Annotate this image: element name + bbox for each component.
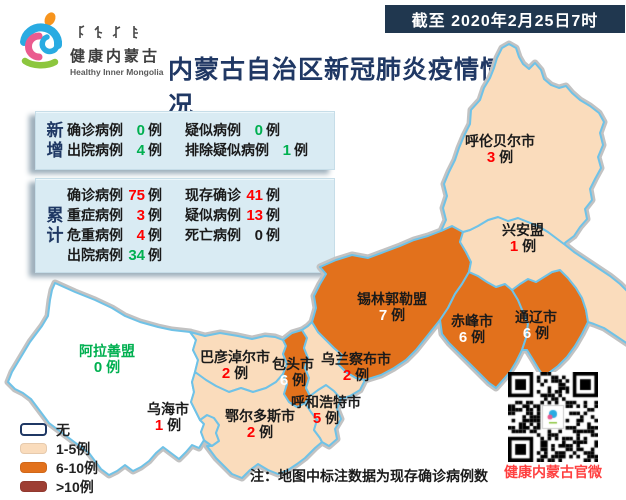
stat-label: 出院病例 xyxy=(67,142,123,158)
stat-label: 危重病例 xyxy=(67,227,123,243)
stat-unit: 例 xyxy=(266,207,280,223)
stat-unit: 例 xyxy=(148,122,162,138)
stat-row: 确诊病例 0 例 疑似病例 0 例 xyxy=(67,122,334,139)
region-label-xingan: 兴安盟 1 例 xyxy=(502,222,544,255)
logo-cn-text: 健康内蒙古 xyxy=(70,48,161,65)
qr-code xyxy=(508,372,598,462)
health-inner-mongolia-logo xyxy=(12,10,68,79)
stat-row: 确诊病例 75 例 现存确诊 41 例 xyxy=(67,187,334,204)
date-banner: 截至 2020年2月25日7时 xyxy=(385,5,625,33)
stat-label: 确诊病例 xyxy=(67,122,123,138)
cumulative-cases-panel: 累 计 确诊病例 75 例 现存确诊 41 例 重症病例 3 例 疑似病例 13 例 危重病例 4… xyxy=(35,178,335,273)
stat-label: 排除疑似病例 xyxy=(185,142,269,158)
logo-swirl-icon xyxy=(20,12,63,69)
region-label-ulanqab: 乌兰察布市 2 例 xyxy=(321,351,391,384)
stat-row: 危重病例 4 例 死亡病例 0 例 xyxy=(67,227,334,244)
stat-value: 13 xyxy=(246,207,263,224)
stat-label: 出院病例 xyxy=(67,247,123,263)
mongolian-script xyxy=(79,25,138,39)
stat-unit: 例 xyxy=(148,227,162,243)
stat-value: 4 xyxy=(136,142,145,159)
stat-label: 确诊病例 xyxy=(67,187,123,203)
stat-unit: 例 xyxy=(148,187,162,203)
stat-value: 3 xyxy=(136,207,145,224)
logo-en-text: Healthy Inner Mongolia xyxy=(70,67,164,77)
stat-value: 1 xyxy=(282,142,291,159)
stat-unit: 例 xyxy=(266,187,280,203)
legend-item-none: 无 xyxy=(20,420,98,439)
stat-unit: 例 xyxy=(294,142,308,158)
stat-value: 75 xyxy=(128,187,145,204)
stat-value: 0 xyxy=(136,122,145,139)
stat-value: 0 xyxy=(254,227,263,244)
qr-caption: 健康内蒙古官微 xyxy=(504,464,602,480)
region-label-alxa: 阿拉善盟 0 例 xyxy=(79,343,135,376)
map-region-ordos xyxy=(190,371,323,479)
region-label-chifeng: 赤峰市 6 例 xyxy=(451,313,493,346)
stat-value: 0 xyxy=(254,122,263,139)
stat-label: 疑似病例 xyxy=(185,122,241,138)
map-legend: 无 1-5例 6-10例 >10例 xyxy=(20,420,98,496)
stat-row: 出院病例 34 例 xyxy=(67,247,334,264)
stat-label: 现存确诊 xyxy=(185,187,241,203)
stat-label: 疑似病例 xyxy=(185,207,241,223)
stat-value: 4 xyxy=(136,227,145,244)
stat-unit: 例 xyxy=(266,122,280,138)
map-note: 注：地图中标注数据为现存确诊病例数 xyxy=(250,468,488,484)
logo-text-block: 健康内蒙古 Healthy Inner Mongolia xyxy=(70,25,164,77)
stat-unit: 例 xyxy=(148,207,162,223)
stat-value: 34 xyxy=(128,247,145,264)
legend-item-1-5: 1-5例 xyxy=(20,439,98,458)
region-label-hulunbuir: 呼伦贝尔市 3 例 xyxy=(465,133,535,166)
cumulative-cases-rows: 确诊病例 75 例 现存确诊 41 例 重症病例 3 例 疑似病例 13 例 危重病例 4 例 死亡… xyxy=(67,187,334,264)
region-label-wuhai: 乌海市 1 例 xyxy=(147,401,189,434)
map-region-hulunbuir xyxy=(440,43,605,245)
stat-unit: 例 xyxy=(266,227,280,243)
region-label-ordos: 鄂尔多斯市 2 例 xyxy=(225,408,295,441)
legend-item-6-10: 6-10例 xyxy=(20,458,98,477)
new-cases-label: 新 增 xyxy=(46,120,64,160)
stat-unit: 例 xyxy=(148,247,162,263)
region-label-xilingol: 锡林郭勒盟 7 例 xyxy=(357,291,427,324)
legend-item-over-10: >10例 xyxy=(20,477,98,496)
new-cases-rows: 确诊病例 0 例 疑似病例 0 例 出院病例 4 例 排除疑似病例 1 例 xyxy=(67,122,334,159)
region-label-baotou: 包头市 6 例 xyxy=(272,356,314,389)
region-label-hohhot: 呼和浩特市 5 例 xyxy=(291,394,361,427)
stat-label: 重症病例 xyxy=(67,207,123,223)
stat-label: 死亡病例 xyxy=(185,227,241,243)
legend-swatch-none xyxy=(20,423,47,436)
legend-swatch-over-10 xyxy=(20,481,47,492)
cumulative-cases-label: 累 计 xyxy=(46,205,64,245)
stat-row: 重症病例 3 例 疑似病例 13 例 xyxy=(67,207,334,224)
stat-unit: 例 xyxy=(148,142,162,158)
new-cases-panel: 新 增 确诊病例 0 例 疑似病例 0 例 出院病例 4 例 排除疑似病例 1 例 xyxy=(35,111,335,170)
stat-row: 出院病例 4 例 排除疑似病例 1 例 xyxy=(67,142,334,159)
legend-swatch-6-10 xyxy=(20,462,47,473)
stat-value: 41 xyxy=(246,187,263,204)
region-label-bayannur: 巴彦淖尔市 2 例 xyxy=(200,349,270,382)
legend-swatch-1-5 xyxy=(20,443,47,454)
region-label-tongliao: 通辽市 6 例 xyxy=(515,309,557,342)
